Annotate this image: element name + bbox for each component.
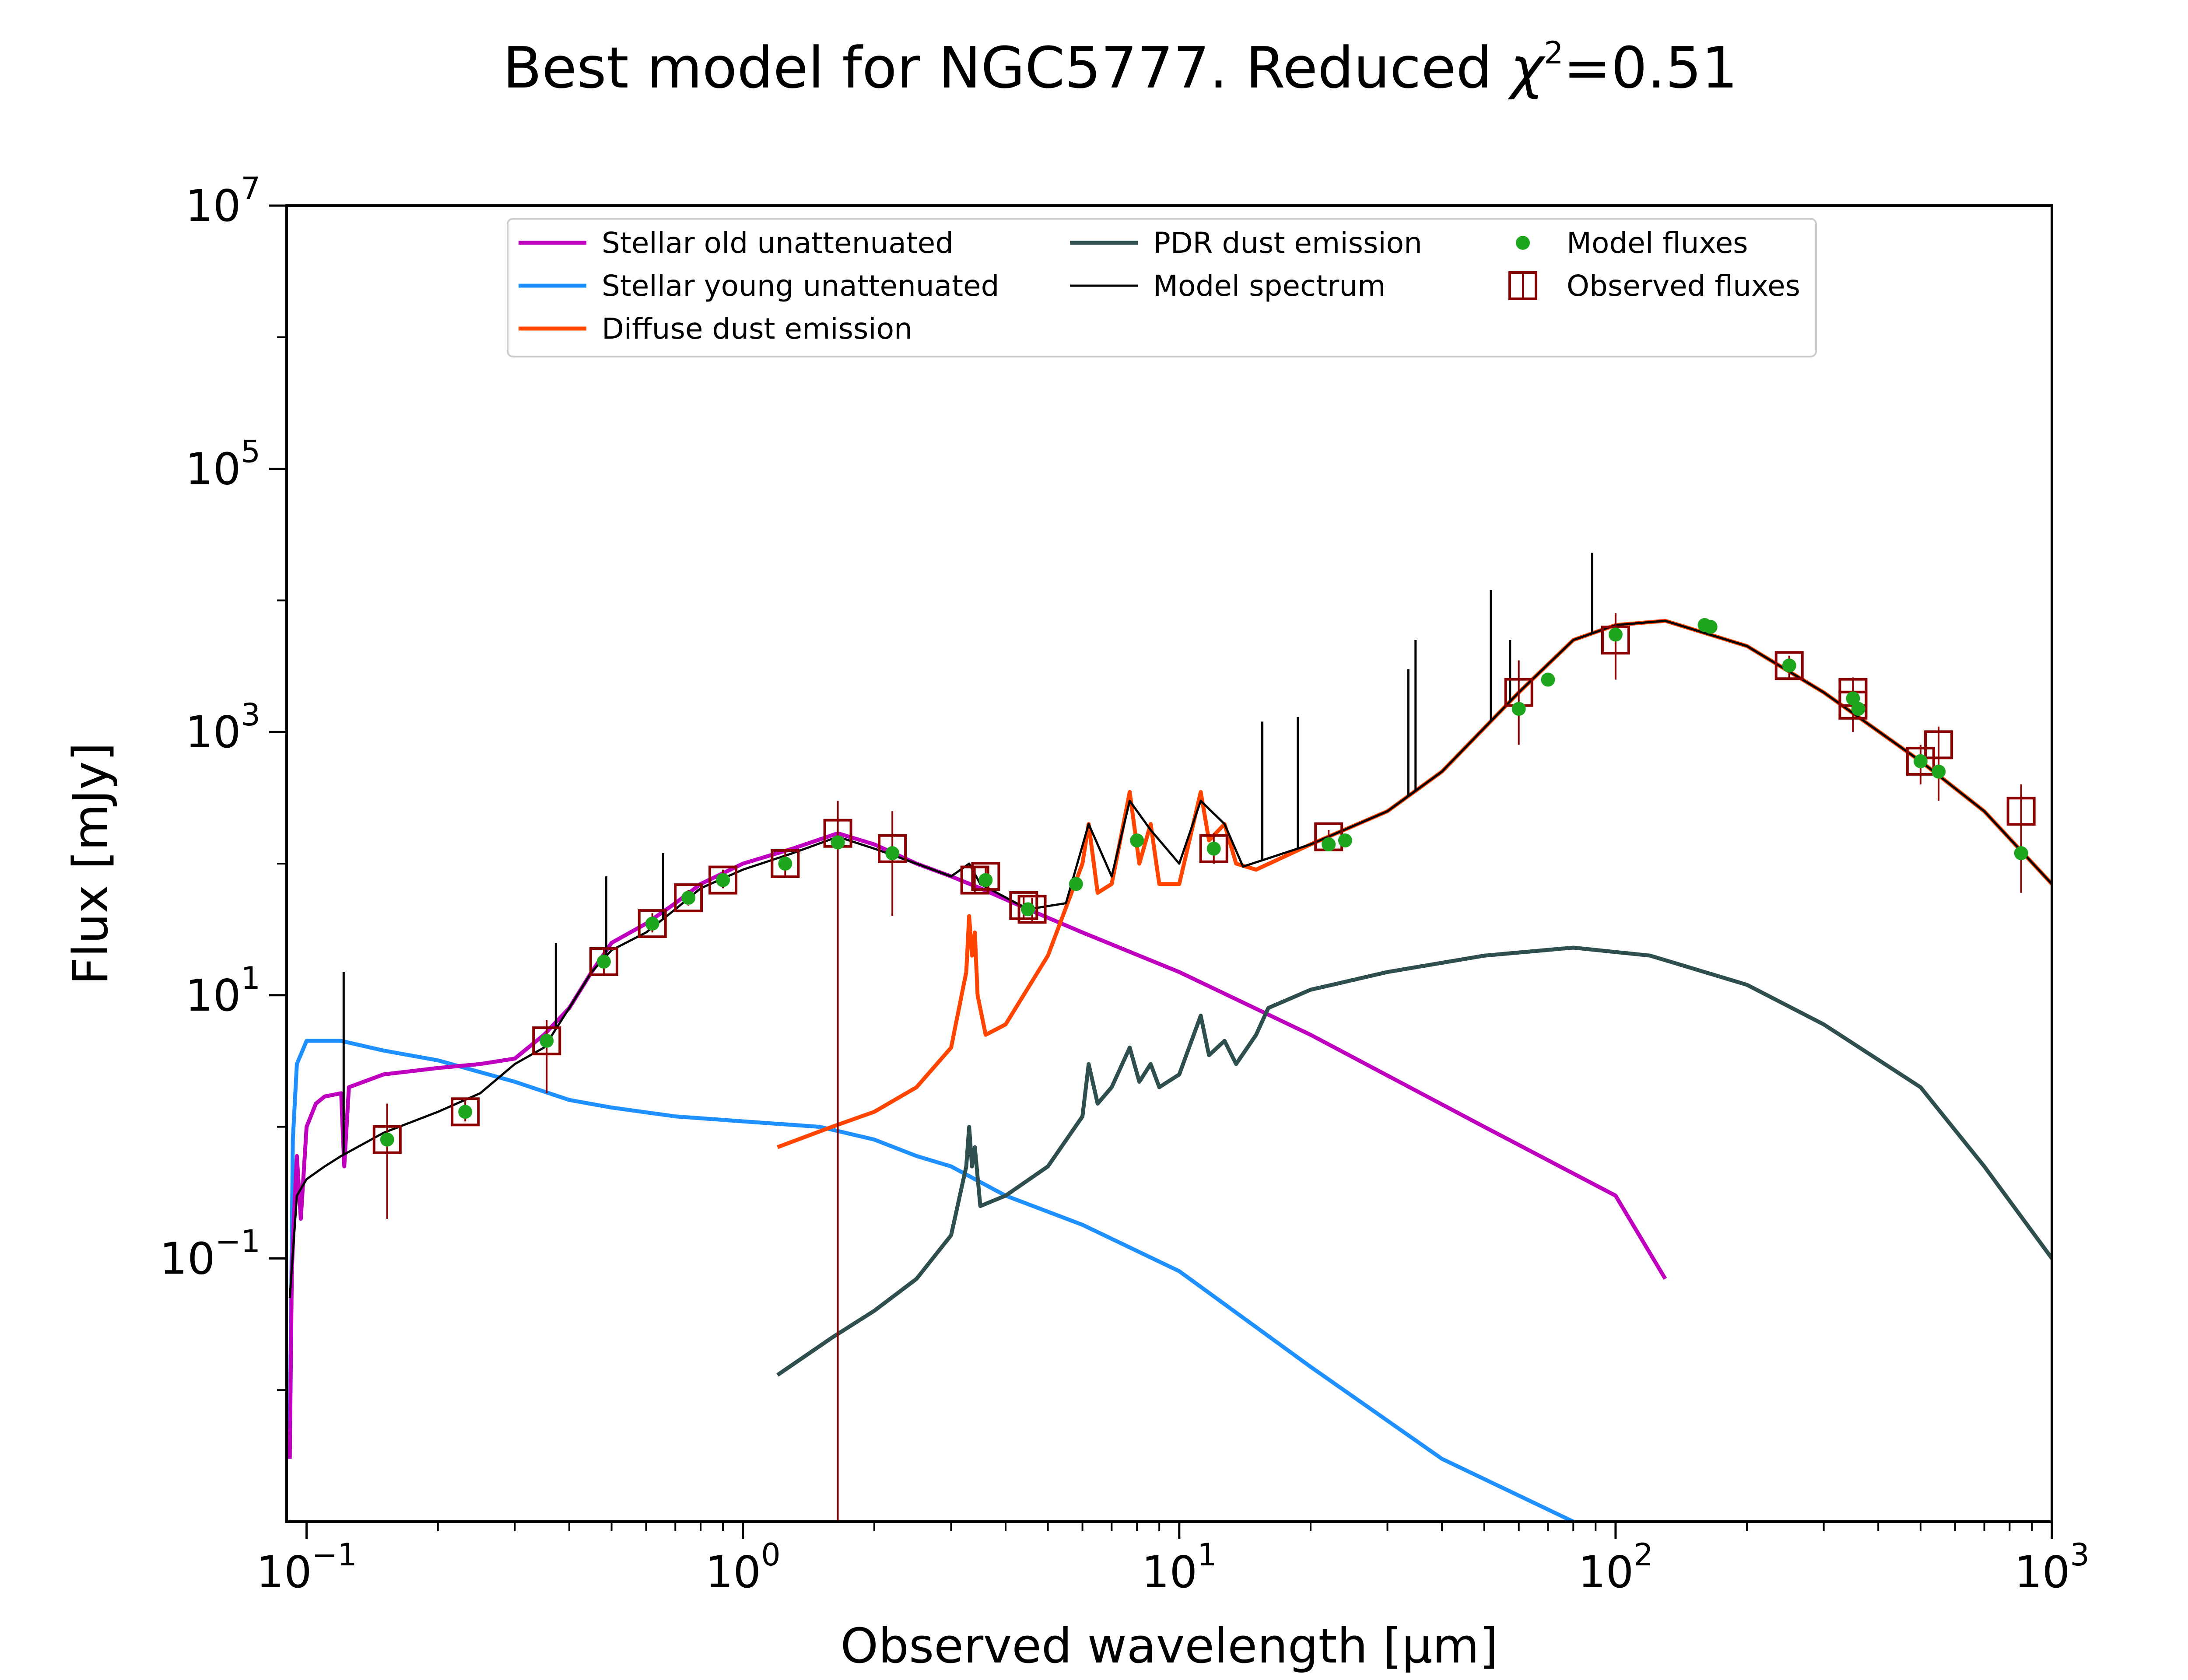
observed-flux-marker bbox=[1906, 746, 1935, 776]
model-flux-point bbox=[1338, 833, 1352, 848]
model-flux-point bbox=[1932, 764, 1946, 779]
series-line-model-spectrum bbox=[288, 620, 2052, 1298]
observed-flux-marker bbox=[1601, 625, 1630, 654]
legend-label: Stellar young unattenuated bbox=[602, 269, 999, 303]
model-flux-point bbox=[1703, 620, 1718, 634]
plot-frame bbox=[285, 204, 2053, 1523]
observed-flux-marker bbox=[2006, 797, 2036, 826]
model-flux-point bbox=[1608, 627, 1623, 642]
observed-flux-marker bbox=[878, 834, 907, 863]
series-line-stellar-old-unattenuated bbox=[288, 831, 1667, 1459]
legend-label: Stellar old unattenuated bbox=[602, 226, 954, 260]
model-flux-point bbox=[1130, 833, 1144, 848]
chart-title: Best model for NGC5777. Reduced χ2=0.51 bbox=[503, 35, 1738, 101]
model-flux-point bbox=[1846, 691, 1860, 706]
observed-flux-marker bbox=[372, 1125, 402, 1154]
y-tick-label: 10−1 bbox=[160, 1223, 260, 1284]
model-flux-point bbox=[978, 873, 993, 887]
legend-label: PDR dust emission bbox=[1153, 226, 1422, 260]
model-flux-point bbox=[458, 1105, 473, 1119]
model-flux-point bbox=[1913, 754, 1928, 768]
model-flux-point bbox=[1322, 837, 1336, 852]
x-tick-label: 100 bbox=[705, 1537, 781, 1598]
legend-label: Diffuse dust emission bbox=[602, 312, 912, 346]
legend: Stellar old unattenuated Stellar young un… bbox=[507, 218, 1817, 357]
model-flux-point bbox=[1206, 841, 1221, 856]
axes: 10−1 100 101 102 103 10−1 101 103 105 107 bbox=[160, 171, 2090, 1598]
observed-flux-marker bbox=[589, 947, 618, 976]
legend-label: Observed fluxes bbox=[1567, 269, 1800, 303]
observed-flux-marker bbox=[971, 862, 1000, 891]
model-flux-point bbox=[596, 955, 611, 969]
model-flux-point bbox=[1782, 658, 1796, 673]
model-flux-point bbox=[1069, 877, 1083, 891]
observed-flux-marker bbox=[1774, 651, 1804, 680]
model-flux-point bbox=[716, 873, 730, 887]
x-tick-label: 10−1 bbox=[256, 1537, 357, 1598]
y-tick-label: 107 bbox=[185, 171, 260, 231]
observed-flux-marker bbox=[1009, 891, 1038, 920]
y-tick-label: 105 bbox=[185, 434, 260, 495]
legend-label: Model fluxes bbox=[1567, 226, 1748, 260]
observed-flux-marker bbox=[1017, 895, 1047, 924]
x-tick-label: 103 bbox=[2014, 1537, 2090, 1598]
x-tick-label: 101 bbox=[1142, 1537, 1217, 1598]
legend-swatch bbox=[1516, 236, 1530, 250]
model-flux-point bbox=[1511, 702, 1526, 716]
model-flux-point bbox=[2014, 846, 2028, 861]
plot-area bbox=[288, 553, 2052, 1522]
model-flux-point bbox=[1541, 672, 1555, 687]
model-flux-point bbox=[1021, 902, 1035, 917]
model-flux-point bbox=[831, 835, 845, 850]
x-tick-label: 102 bbox=[1578, 1537, 1653, 1598]
legend-label: Model spectrum bbox=[1153, 269, 1385, 303]
observed-flux-marker bbox=[771, 849, 800, 878]
model-flux-point bbox=[885, 846, 900, 861]
series-line-pdr-dust-emission bbox=[776, 945, 2052, 1377]
model-flux-point bbox=[1851, 702, 1865, 716]
model-flux-point bbox=[380, 1132, 394, 1147]
observed-flux-marker bbox=[638, 909, 667, 938]
model-flux-point bbox=[778, 857, 792, 871]
observed-flux-marker bbox=[1924, 730, 1953, 760]
legend-box bbox=[507, 218, 1817, 357]
observed-flux-marker bbox=[532, 1026, 561, 1056]
observed-flux-marker bbox=[708, 865, 738, 895]
series-line-stellar-young-unattenuated bbox=[288, 1039, 1574, 1522]
y-axis-label: Flux [mJy] bbox=[63, 742, 119, 985]
x-axis-label: Observed wavelength [μm] bbox=[841, 1618, 1498, 1674]
observed-flux-marker bbox=[451, 1097, 480, 1127]
y-tick-label: 101 bbox=[185, 960, 260, 1021]
model-flux-point bbox=[540, 1034, 554, 1048]
model-flux-point bbox=[645, 917, 659, 931]
model-flux-point bbox=[681, 891, 696, 905]
observed-flux-marker bbox=[674, 883, 703, 913]
observed-flux-marker bbox=[1199, 834, 1228, 863]
y-tick-label: 103 bbox=[185, 697, 260, 758]
